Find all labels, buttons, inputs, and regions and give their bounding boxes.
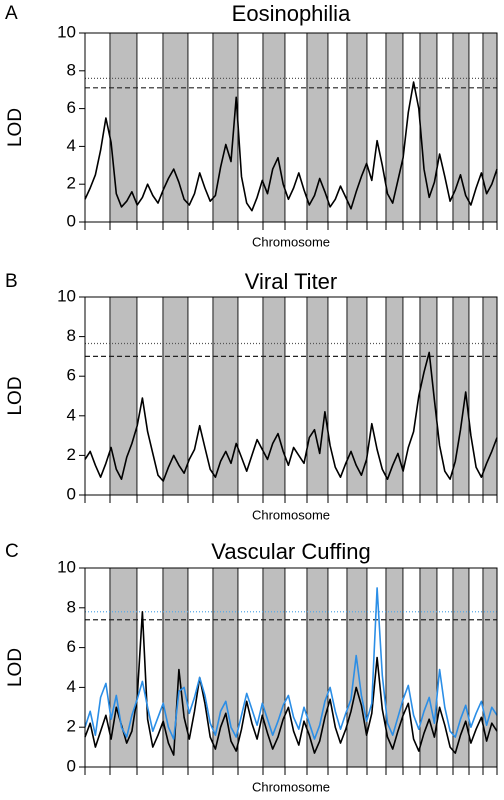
chromosome-band xyxy=(237,32,264,223)
chromosome-band xyxy=(366,32,387,223)
chromosome-band xyxy=(162,296,189,496)
panel: 0 2 4 6 8 10 A Eosinophilia LOD Chromosome xyxy=(5,1,498,249)
x-axis-label: Chromosome xyxy=(252,234,330,249)
chromosome-band xyxy=(212,296,239,496)
lod-line xyxy=(84,81,498,212)
y-axis-label: LOD xyxy=(5,376,26,415)
chromosome-band xyxy=(212,567,239,768)
panel-letter: A xyxy=(5,3,18,24)
y-tick-label: 8 xyxy=(67,60,76,79)
chromosome-band xyxy=(482,32,498,223)
panel-title: Viral Titer xyxy=(245,269,338,294)
chromosome-band xyxy=(468,32,484,223)
chromosome-band xyxy=(306,296,329,496)
y-tick-label: 8 xyxy=(67,597,76,616)
chromosome-band xyxy=(237,296,264,496)
chromosome-band xyxy=(436,32,454,223)
panel: 0 2 4 6 8 10 B Viral Titer LOD Chromosome xyxy=(5,269,498,522)
y-tick-label: 2 xyxy=(67,717,76,736)
panel-title: Eosinophilia xyxy=(232,1,351,26)
chromosome-band xyxy=(346,32,368,223)
chromosome-band xyxy=(284,32,308,223)
y-axis-label: LOD xyxy=(5,108,26,147)
y-tick-label: 2 xyxy=(67,174,76,193)
panel-title: Vascular Cuffing xyxy=(211,539,370,564)
y-tick-label: 10 xyxy=(57,22,76,41)
y-tick-label: 0 xyxy=(67,756,76,775)
y-tick-label: 4 xyxy=(67,405,76,424)
y-tick-label: 0 xyxy=(67,211,76,230)
y-tick-label: 10 xyxy=(57,557,76,576)
chromosome-band xyxy=(262,32,286,223)
y-tick-label: 10 xyxy=(57,286,76,305)
y-tick-label: 8 xyxy=(67,326,76,345)
panel: 0 2 4 6 8 10 C Vascular Cuffing LOD Chromosome xyxy=(5,539,498,794)
chromosome-band xyxy=(109,32,138,223)
chromosome-band xyxy=(402,567,421,768)
y-tick-label: 6 xyxy=(67,366,76,385)
plot-frame xyxy=(84,296,498,496)
chromosome-band xyxy=(162,32,189,223)
chromosome-band xyxy=(237,567,264,768)
chromosome-band xyxy=(366,296,387,496)
chromosome-band xyxy=(262,567,286,768)
x-axis-label: Chromosome xyxy=(252,779,330,794)
chromosome-band xyxy=(84,567,111,768)
y-tick-label: 6 xyxy=(67,637,76,656)
chromosome-band xyxy=(109,296,138,496)
x-axis-label: Chromosome xyxy=(252,507,330,522)
chromosome-band xyxy=(436,296,454,496)
y-tick-label: 4 xyxy=(67,136,76,155)
chromosome-band xyxy=(136,567,164,768)
chromosome-band xyxy=(468,567,484,768)
chromosome-band xyxy=(136,32,164,223)
chromosome-band xyxy=(385,296,404,496)
chromosome-band xyxy=(187,32,214,223)
lod-line xyxy=(84,587,498,740)
chromosome-band xyxy=(136,296,164,496)
chromosome-band xyxy=(402,296,421,496)
y-tick-label: 2 xyxy=(67,445,76,464)
plot-frame xyxy=(84,32,498,223)
chromosome-band xyxy=(402,32,421,223)
lod-line xyxy=(84,611,498,756)
chromosome-band xyxy=(187,567,214,768)
chromosome-band xyxy=(436,567,454,768)
y-tick-label: 4 xyxy=(67,677,76,696)
y-tick-label: 6 xyxy=(67,98,76,117)
chromosome-band xyxy=(84,32,111,223)
chromosome-band xyxy=(327,567,348,768)
chromosome-band xyxy=(327,296,348,496)
chromosome-band xyxy=(385,567,404,768)
chromosome-band xyxy=(109,567,138,768)
chromosome-band xyxy=(262,296,286,496)
y-axis-label: LOD xyxy=(5,648,26,687)
plot-frame xyxy=(84,567,498,768)
chromosome-band xyxy=(84,296,111,496)
lod-line xyxy=(84,351,498,482)
chromosome-band xyxy=(452,32,470,223)
y-tick-label: 0 xyxy=(67,484,76,503)
panel-letter: B xyxy=(5,271,18,292)
panel-letter: C xyxy=(5,541,19,562)
